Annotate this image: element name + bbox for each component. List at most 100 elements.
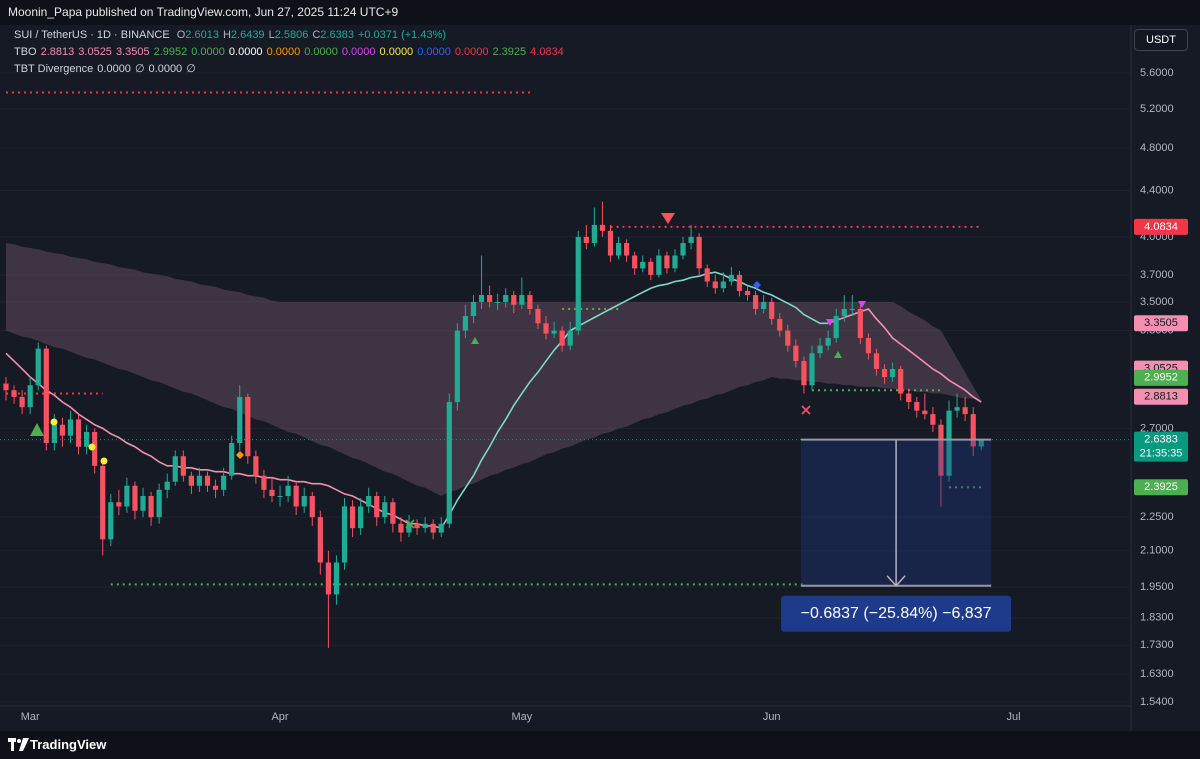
ohlc-value: 2.5806 [274, 29, 309, 41]
candle-body [656, 255, 662, 275]
x-tick-label: May [511, 711, 532, 723]
candle-body [632, 255, 638, 269]
candle-body [801, 361, 807, 386]
candle-body [890, 368, 896, 378]
y-tick-label: 1.7300 [1140, 639, 1174, 651]
publisher-bar: Moonin_Papa published on TradingView.com… [0, 0, 1200, 25]
ohlc-key: H [222, 29, 231, 41]
candle-body [857, 308, 863, 339]
currency-button[interactable]: USDT [1134, 29, 1188, 51]
candle-body [720, 281, 726, 289]
candle-body [954, 407, 960, 411]
indicator-value: 0.0000 [148, 63, 183, 75]
candle-body [430, 523, 436, 533]
signal-marker [30, 423, 44, 436]
candle-body [341, 506, 348, 563]
candle-body [245, 396, 251, 457]
y-tick-label: 2.1000 [1140, 545, 1174, 557]
ohlc-value: 2.6439 [230, 29, 265, 41]
candle-body [446, 402, 452, 524]
candle-body [325, 562, 331, 595]
y-tick-label: 5.6000 [1140, 67, 1174, 79]
measure-arrow-head [886, 575, 906, 587]
candle-body [374, 495, 380, 518]
candle-body [551, 330, 557, 334]
currency: USDT [1146, 34, 1176, 46]
candle-body [744, 290, 751, 296]
candle-body [212, 485, 219, 490]
indicator-value: 0.0000 [454, 46, 489, 58]
signal-marker [858, 301, 866, 308]
candle-body [946, 410, 952, 476]
indicator-value: ∅ [134, 63, 145, 75]
candle-body [906, 393, 912, 403]
candle-body [511, 295, 517, 305]
signal-marker [471, 337, 479, 344]
signal-marker [50, 418, 58, 426]
indicator-value: 3.3505 [115, 46, 150, 58]
price-label-box [1134, 479, 1188, 496]
candle-body [285, 485, 291, 496]
countdown: 21:35:35 [1140, 448, 1183, 460]
candle-body [769, 301, 775, 319]
candle-body [172, 456, 178, 482]
candle-body [301, 495, 307, 507]
candle-body [261, 475, 267, 490]
candle-body [140, 495, 146, 511]
price-label: 2.8813 [1144, 391, 1178, 403]
candle-body [132, 485, 138, 511]
candle-body [438, 523, 444, 533]
ohlc-value: 2.6013 [185, 29, 219, 41]
candle-body [422, 523, 428, 529]
candle-body [67, 419, 74, 436]
indicator-value: 0.0000 [266, 46, 301, 58]
y-tick-label: 3.5000 [1140, 296, 1174, 308]
candle-body [898, 368, 904, 394]
candle-body [487, 295, 493, 302]
candle-body [817, 345, 823, 354]
candle-body [164, 481, 170, 490]
candle-body [221, 475, 227, 490]
x-tick-label: Jun [763, 711, 781, 723]
y-tick-label: 1.6300 [1140, 668, 1174, 680]
candle-body [591, 224, 597, 244]
candle-body [406, 523, 412, 533]
price-label-box [1134, 388, 1188, 405]
candle-body [35, 348, 41, 386]
candle-body [567, 330, 573, 346]
last-price-box [1134, 431, 1188, 462]
candle-body [358, 506, 364, 529]
indicator-value: 0.0000 [97, 63, 131, 75]
y-tick-label: 3.7000 [1140, 269, 1174, 281]
x-tick-label: Jul [1006, 711, 1020, 723]
candle-body [849, 308, 855, 310]
candle-body [527, 295, 533, 309]
candle-body [938, 424, 944, 476]
signal-marker [405, 519, 415, 529]
candle-body [366, 495, 372, 507]
candle-body [59, 424, 66, 436]
candle-body [180, 456, 186, 476]
signal-marker [834, 351, 842, 358]
candle-body [962, 407, 968, 415]
candle-body [736, 274, 743, 291]
signal-marker [826, 319, 834, 326]
indicator-legend: TBT Divergence 0.0000 ∅ 0.0000 ∅ [14, 62, 200, 75]
candle-body [583, 236, 589, 244]
brand: TradingView [30, 737, 107, 752]
price-label: 2.9952 [1144, 372, 1178, 384]
y-tick-label: 4.8000 [1140, 142, 1174, 154]
footer: TradingView [0, 731, 1200, 759]
candle-body [454, 330, 460, 403]
candle-body [575, 236, 581, 331]
indicator-value: 0.0000 [191, 46, 225, 58]
last-price-label: 2.6383 [1144, 434, 1178, 446]
candle-body [333, 562, 340, 595]
signal-marker [88, 443, 96, 451]
ohlc-key: L [268, 29, 275, 41]
candle-body [398, 523, 404, 533]
candle-body [148, 495, 154, 518]
indicator-value: 2.8813 [40, 46, 75, 58]
change: +0.0371 (+1.43%) [357, 29, 447, 41]
candle-body [640, 261, 646, 269]
